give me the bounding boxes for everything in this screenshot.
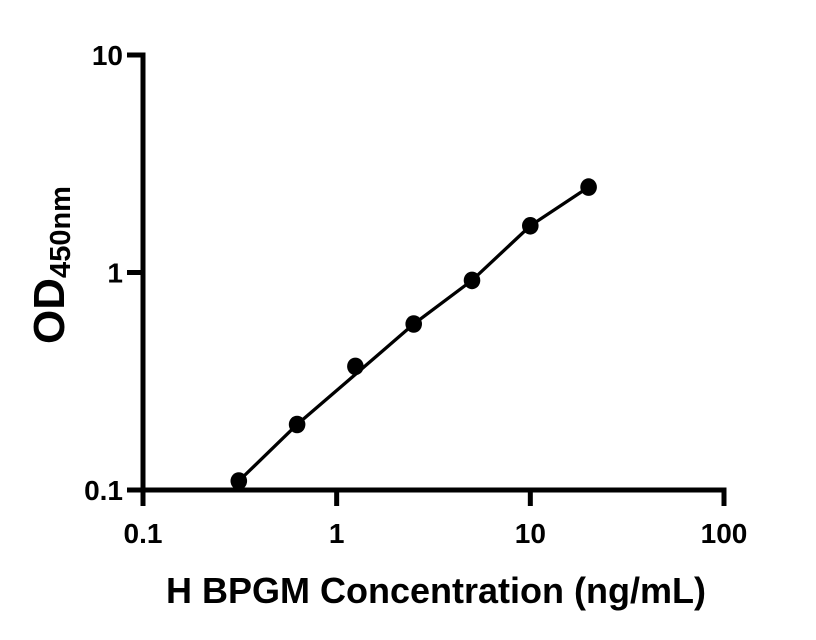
y-axis-title-subscript: 450nm — [45, 186, 77, 278]
x-axis-title: H BPGM Concentration (ng/mL) — [166, 570, 706, 611]
data-point — [347, 357, 364, 376]
data-series — [230, 178, 597, 490]
data-point — [463, 271, 481, 290]
x-axis-tick-label: 1 — [329, 518, 345, 549]
data-point — [522, 217, 539, 235]
y-axis-tick-label: 10 — [92, 40, 123, 71]
y-axis-title-main: OD — [25, 278, 74, 344]
x-axis-tick-label: 100 — [701, 518, 748, 549]
data-point — [288, 415, 306, 434]
x-axis-tick-label: 0.1 — [124, 518, 163, 549]
data-point — [230, 472, 248, 490]
y-axis-tick-label: 0.1 — [84, 475, 123, 506]
x-axis-tick-label: 10 — [515, 518, 546, 549]
data-point — [405, 315, 423, 333]
y-axis-tick-label: 1 — [107, 258, 123, 289]
axes: 0.1 1 10 0.1 1 10 100 — [84, 40, 747, 549]
y-axis-title: OD450nm — [25, 186, 77, 344]
data-point — [580, 178, 597, 196]
axis-spine — [140, 52, 727, 493]
